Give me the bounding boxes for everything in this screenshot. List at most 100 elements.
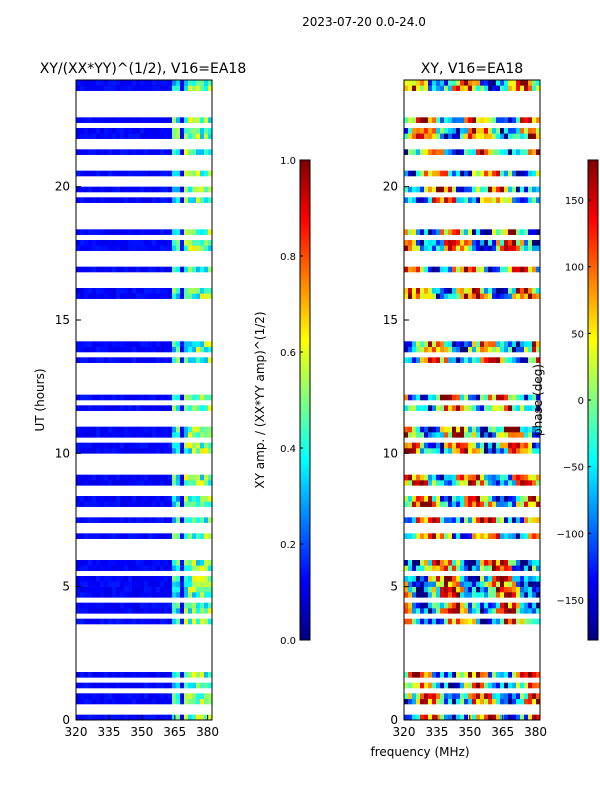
heatmap-cell — [416, 672, 421, 678]
heatmap-cell — [484, 293, 489, 299]
heatmap-cell — [420, 714, 425, 721]
heatmap-cell — [524, 576, 529, 582]
heatmap-cell — [84, 474, 89, 481]
heatmap-cell — [424, 560, 429, 566]
heatmap-cell — [536, 581, 541, 587]
heatmap-cell — [500, 394, 505, 401]
heatmap-cell — [448, 517, 453, 523]
heatmap-cell — [172, 432, 177, 438]
heatmap-cell — [104, 592, 109, 598]
heatmap-cell — [452, 288, 457, 294]
heatmap-cell — [508, 186, 513, 193]
heatmap-cell — [144, 474, 149, 481]
heatmap-cell — [116, 229, 121, 235]
heatmap-cell — [112, 341, 117, 347]
heatmap-cell — [416, 288, 421, 294]
heatmap-cell — [512, 517, 517, 523]
heatmap-cell — [88, 85, 93, 91]
heatmap-cell — [528, 288, 533, 294]
heatmap-cell — [92, 442, 97, 449]
heatmap-cell — [184, 266, 189, 273]
heatmap-cell — [196, 288, 201, 294]
heatmap-cell — [432, 501, 437, 507]
heatmap-cell — [160, 170, 165, 177]
heatmap-cell — [528, 533, 533, 539]
heatmap-cell — [192, 117, 197, 123]
heatmap-cell — [196, 560, 201, 566]
heatmap-cell — [180, 293, 185, 299]
heatmap-cell — [96, 592, 101, 598]
heatmap-cell — [120, 576, 125, 582]
heatmap-cell — [440, 560, 445, 566]
heatmap-cell — [116, 394, 121, 401]
heatmap-cell — [172, 517, 177, 523]
heatmap-cell — [444, 85, 449, 91]
heatmap-cell — [428, 474, 433, 481]
heatmap-cell — [80, 80, 85, 86]
heatmap-cell — [532, 474, 537, 481]
heatmap-cell — [512, 288, 517, 294]
heatmap-cell — [492, 186, 497, 193]
heatmap-cell — [528, 602, 533, 609]
heatmap-cell — [484, 80, 489, 86]
heatmap-cell — [108, 293, 113, 299]
heatmap-cell — [160, 293, 165, 299]
heatmap-cell — [500, 682, 505, 689]
heatmap-cell — [432, 576, 437, 582]
heatmap-cell — [448, 714, 453, 721]
heatmap-cell — [116, 576, 121, 582]
heatmap-cell — [536, 693, 541, 699]
heatmap-cell — [176, 501, 181, 507]
heatmap-cell — [476, 170, 481, 177]
heatmap-cell — [188, 149, 193, 155]
heatmap-cell — [96, 693, 101, 699]
heatmap-cell — [444, 394, 449, 401]
heatmap-cell — [88, 586, 93, 593]
heatmap-cell — [96, 266, 101, 273]
heatmap-cell — [452, 693, 457, 699]
heatmap-cell — [152, 672, 157, 678]
heatmap-cell — [156, 240, 161, 246]
heatmap-cell — [496, 346, 501, 353]
heatmap-cell — [164, 170, 169, 177]
heatmap-cell — [196, 266, 201, 273]
heatmap-cell — [80, 346, 85, 353]
heatmap-cell — [164, 592, 169, 598]
heatmap-cell — [108, 474, 113, 481]
heatmap-cell — [500, 480, 505, 486]
heatmap-cell — [180, 560, 185, 566]
heatmap-cell — [144, 245, 149, 251]
heatmap-cell — [504, 432, 509, 438]
heatmap-cell — [424, 240, 429, 246]
heatmap-cell — [536, 533, 541, 539]
heatmap-cell — [492, 341, 497, 347]
heatmap-cell — [416, 698, 421, 705]
heatmap-cell — [496, 197, 501, 203]
heatmap-cell — [476, 565, 481, 571]
heatmap-cell — [476, 714, 481, 721]
heatmap-cell — [436, 602, 441, 609]
heatmap-cell — [76, 672, 81, 678]
heatmap-cell — [148, 197, 153, 203]
heatmap-cell — [204, 240, 209, 246]
heatmap-cell — [428, 672, 433, 678]
heatmap-cell — [448, 432, 453, 438]
heatmap-cell — [508, 85, 513, 91]
heatmap-cell — [444, 80, 449, 86]
heatmap-cell — [156, 170, 161, 177]
heatmap-cell — [140, 85, 145, 91]
heatmap-cell — [164, 405, 169, 411]
heatmap-cell — [188, 501, 193, 507]
heatmap-cell — [416, 240, 421, 246]
heatmap-cell — [404, 693, 409, 699]
heatmap-cell — [532, 186, 537, 193]
heatmap-cell — [156, 186, 161, 193]
heatmap-cell — [84, 698, 89, 705]
heatmap-cell — [192, 229, 197, 235]
heatmap-cell — [516, 581, 521, 587]
heatmap-cell — [416, 432, 421, 438]
heatmap-cell — [416, 149, 421, 155]
heatmap-cell — [492, 405, 497, 411]
heatmap-cell — [468, 693, 473, 699]
